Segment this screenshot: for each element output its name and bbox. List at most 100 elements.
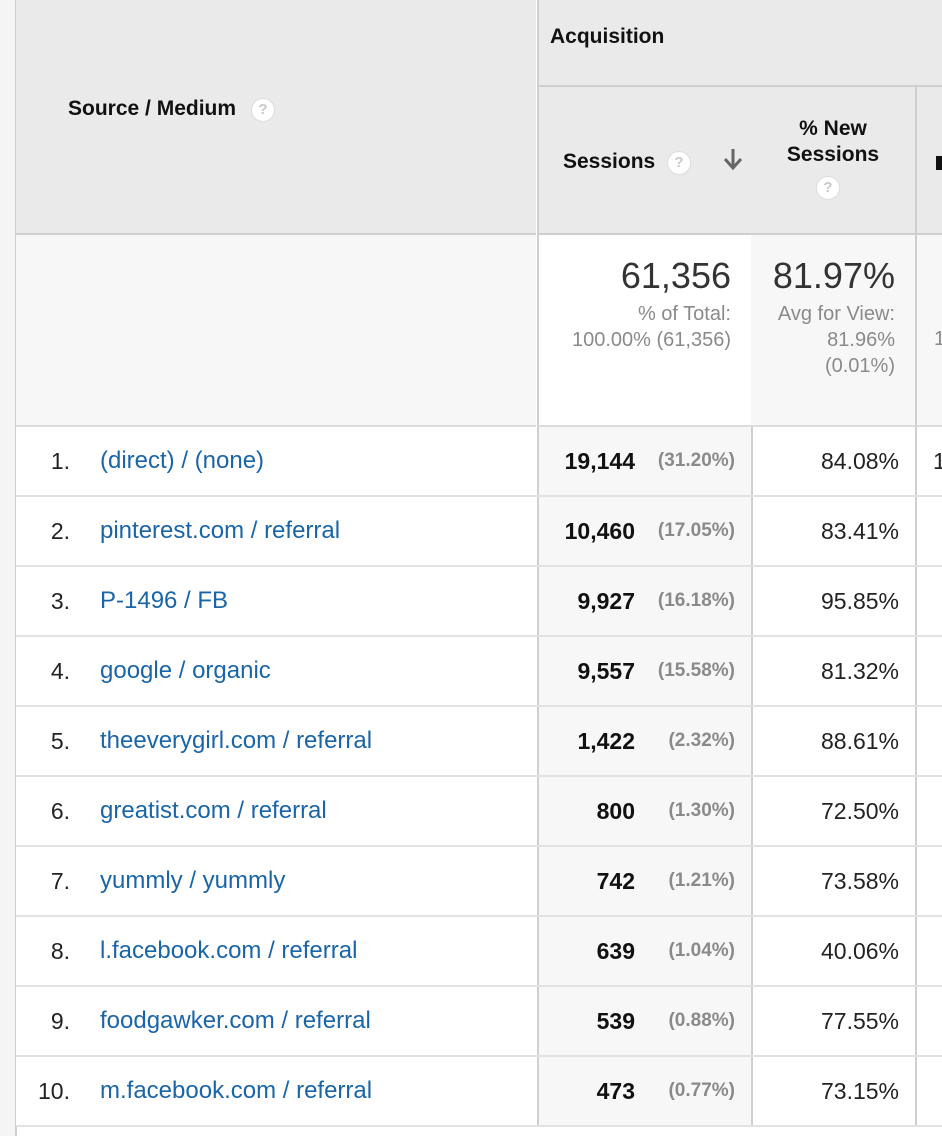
acquisition-header: Acquisition xyxy=(550,25,665,48)
next-column-cell xyxy=(917,917,942,985)
header-new-sessions-cell[interactable] xyxy=(751,87,917,235)
table-row: 9. foodgawker.com / referral 539 (0.88%)… xyxy=(16,987,942,1057)
sessions-percent: (31.20%) xyxy=(657,450,735,471)
sessions-value: 1,422 xyxy=(577,728,635,754)
source-medium-link[interactable]: yummly / yummly xyxy=(100,867,286,894)
sessions-value: 473 xyxy=(596,1078,635,1104)
row-rank: 2. xyxy=(50,518,70,544)
new-sessions-value: 88.61% xyxy=(820,728,899,754)
totals-next-column-peek: 1 xyxy=(934,328,942,350)
next-column-cell xyxy=(917,497,942,565)
sessions-cell: 539 (0.88%) xyxy=(537,987,753,1055)
sessions-value: 539 xyxy=(596,1008,635,1034)
row-rank: 1. xyxy=(50,448,70,474)
sessions-percent: (15.58%) xyxy=(657,660,735,681)
table-row: 6. greatist.com / referral 800 (1.30%) 7… xyxy=(16,777,942,847)
source-medium-link[interactable]: m.facebook.com / referral xyxy=(100,1077,373,1104)
total-new-sessions-avg: Avg for View: 81.96% (0.01%) xyxy=(777,303,895,377)
row-rank: 9. xyxy=(50,1008,70,1034)
new-sessions-cell: 77.55% xyxy=(751,987,917,1055)
sessions-cell: 800 (1.30%) xyxy=(537,777,753,845)
total-new-sessions-value: 81.97% xyxy=(772,255,895,296)
source-medium-link[interactable]: (direct) / (none) xyxy=(100,447,265,474)
next-column-cell xyxy=(917,1057,942,1125)
sessions-percent: (1.04%) xyxy=(668,940,735,961)
table-row: 7. yummly / yummly 742 (1.21%) 73.58% xyxy=(16,847,942,917)
table-row: 5. theeverygirl.com / referral 1,422 (2.… xyxy=(16,707,942,777)
next-column-cell: 1 xyxy=(917,427,942,495)
new-sessions-cell: 84.08% xyxy=(751,427,917,495)
source-medium-link[interactable]: theeverygirl.com / referral xyxy=(100,727,373,754)
next-column-cell xyxy=(917,847,942,915)
row-rank: 6. xyxy=(50,798,70,824)
new-sessions-cell: 83.41% xyxy=(751,497,917,565)
new-sessions-cell: 81.32% xyxy=(751,637,917,705)
help-icon[interactable]: ? xyxy=(251,98,275,122)
row-rank: 4. xyxy=(50,658,70,684)
row-rank: 3. xyxy=(50,588,70,614)
table-row: 4. google / organic 9,557 (15.58%) 81.32… xyxy=(16,637,942,707)
source-medium-link[interactable]: pinterest.com / referral xyxy=(100,517,341,544)
sessions-cell: 10,460 (17.05%) xyxy=(537,497,753,565)
source-medium-link[interactable]: P-1496 / FB xyxy=(100,587,229,614)
help-icon[interactable]: ? xyxy=(816,176,840,200)
new-sessions-value: 77.55% xyxy=(820,1008,899,1034)
table-body: 1. (direct) / (none) 19,144 (31.20%) 84.… xyxy=(16,427,942,1127)
sessions-value: 9,927 xyxy=(577,588,635,614)
totals-new-sessions-cell: 81.97% Avg for View: 81.96% (0.01%) xyxy=(751,235,917,427)
source-medium-link[interactable]: foodgawker.com / referral xyxy=(100,1007,371,1034)
totals-next-column-cell xyxy=(917,235,942,427)
table-row: 10. m.facebook.com / referral 473 (0.77%… xyxy=(16,1057,942,1127)
arrow-down-icon[interactable] xyxy=(721,146,745,172)
row-rank: 7. xyxy=(50,868,70,894)
table-row: 3. P-1496 / FB 9,927 (16.18%) 95.85% xyxy=(16,567,942,637)
sessions-percent: (16.18%) xyxy=(657,590,735,611)
help-icon[interactable]: ? xyxy=(667,151,691,175)
new-sessions-cell: 73.58% xyxy=(751,847,917,915)
sessions-value: 800 xyxy=(596,798,635,824)
header-acquisition-group xyxy=(537,0,942,87)
sessions-value: 742 xyxy=(596,868,635,894)
sessions-cell: 639 (1.04%) xyxy=(537,917,753,985)
sessions-percent: (1.30%) xyxy=(668,800,735,821)
table-row: 2. pinterest.com / referral 10,460 (17.0… xyxy=(16,497,942,567)
new-sessions-value: 83.41% xyxy=(820,518,899,544)
row-rank: 10. xyxy=(38,1078,70,1104)
sessions-cell: 19,144 (31.20%) xyxy=(537,427,753,495)
totals-sessions-cell: 61,356 % of Total: 100.00% (61,356) xyxy=(537,235,753,427)
table-row: 1. (direct) / (none) 19,144 (31.20%) 84.… xyxy=(16,427,942,497)
header-source-medium-cell xyxy=(16,0,536,235)
new-sessions-cell: 40.06% xyxy=(751,917,917,985)
sessions-cell: 1,422 (2.32%) xyxy=(537,707,753,775)
sessions-percent: (0.77%) xyxy=(668,1080,735,1101)
next-column-cell xyxy=(917,777,942,845)
source-medium-header[interactable]: Source / Medium xyxy=(68,97,237,120)
new-sessions-value: 73.15% xyxy=(820,1078,899,1104)
total-sessions-share: % of Total: 100.00% (61,356) xyxy=(571,303,731,351)
sessions-value: 639 xyxy=(596,938,635,964)
next-column-cell xyxy=(917,637,942,705)
source-medium-link[interactable]: l.facebook.com / referral xyxy=(100,937,358,964)
left-gutter xyxy=(0,0,17,1136)
sessions-value: 19,144 xyxy=(564,448,635,474)
source-medium-link[interactable]: greatist.com / referral xyxy=(100,797,327,824)
next-column-cell xyxy=(917,987,942,1055)
new-sessions-cell: 95.85% xyxy=(751,567,917,635)
new-sessions-cell: 73.15% xyxy=(751,1057,917,1125)
sessions-value: 9,557 xyxy=(577,658,635,684)
sessions-percent: (1.21%) xyxy=(668,870,735,891)
sessions-percent: (2.32%) xyxy=(668,730,735,751)
new-sessions-header[interactable]: % New Sessions xyxy=(786,117,880,166)
sessions-header[interactable]: Sessions xyxy=(563,150,656,173)
sessions-percent: (0.88%) xyxy=(668,1010,735,1031)
next-column-header-peek xyxy=(936,156,942,170)
new-sessions-value: 73.58% xyxy=(820,868,899,894)
new-sessions-value: 40.06% xyxy=(820,938,899,964)
sessions-cell: 9,927 (16.18%) xyxy=(537,567,753,635)
sessions-value: 10,460 xyxy=(564,518,635,544)
source-medium-link[interactable]: google / organic xyxy=(100,657,271,684)
sessions-percent: (17.05%) xyxy=(657,520,735,541)
new-sessions-cell: 88.61% xyxy=(751,707,917,775)
row-rank: 8. xyxy=(50,938,70,964)
